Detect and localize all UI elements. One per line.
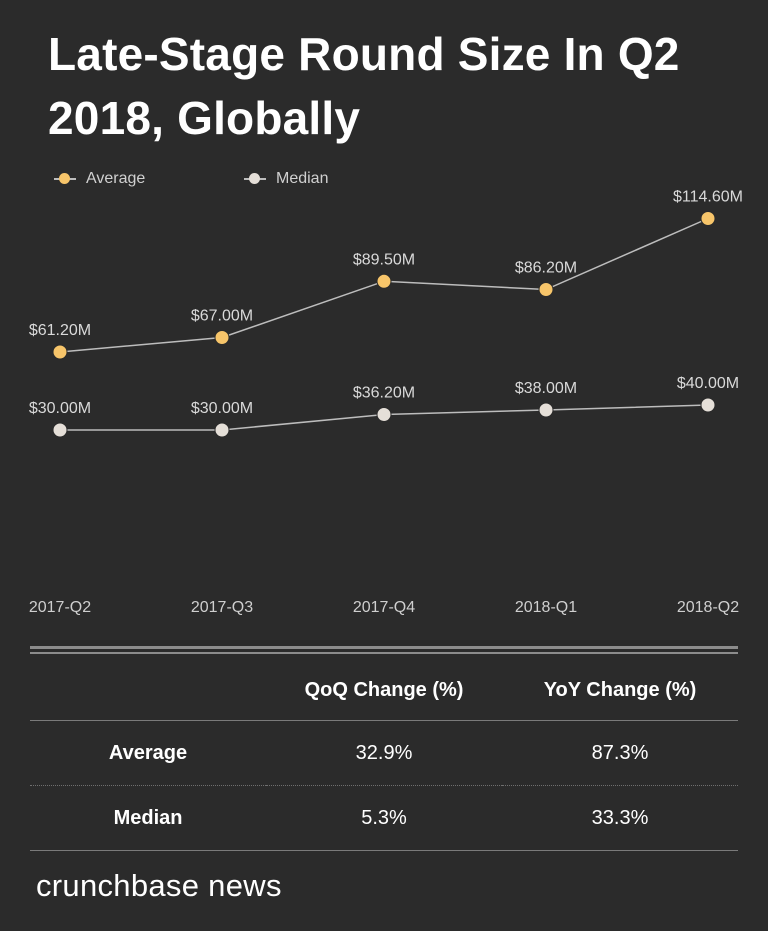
average-point-2017-q3 <box>214 330 230 345</box>
average-data-label: $89.50M <box>353 251 415 268</box>
x-tick-label: 2017-Q2 <box>29 599 91 616</box>
median-data-label: $36.20M <box>353 385 415 402</box>
table-row: Average 32.9% 87.3% <box>30 720 738 786</box>
median-point-2017-q2 <box>52 422 68 438</box>
table-header-row: QoQ Change (%) YoY Change (%) <box>30 660 738 721</box>
table-top-rule <box>30 646 738 654</box>
brand-logo: crunchbase news <box>36 868 282 903</box>
table-header-empty <box>30 660 267 721</box>
median-yoy-value: 33.3% <box>502 785 738 851</box>
average-point-2017-q4 <box>376 273 392 289</box>
x-tick-label: 2018-Q1 <box>515 599 577 616</box>
average-data-label: $114.60M <box>673 189 743 206</box>
average-yoy-value: 87.3% <box>502 720 738 786</box>
average-data-label: $86.20M <box>515 260 577 277</box>
average-point-2018-q1 <box>538 282 554 297</box>
chart-title: Late-Stage Round Size In Q2 2018, Global… <box>48 28 680 144</box>
legend-item-average[interactable]: Average <box>54 170 145 188</box>
legend-marker-median-icon <box>244 171 266 187</box>
legend-label-median: Median <box>276 170 329 187</box>
legend-item-median[interactable]: Median <box>244 170 328 188</box>
median-data-label: $38.00M <box>515 380 577 397</box>
average-point-2018-q2 <box>700 211 716 226</box>
table-header-yoy: YoY Change (%) <box>502 660 738 721</box>
median-qoq-value: 5.3% <box>266 785 502 851</box>
median-data-label: $30.00M <box>191 400 253 417</box>
average-data-label: $67.00M <box>191 308 253 325</box>
row-label-average: Average <box>30 720 267 786</box>
x-tick-label: 2018-Q2 <box>677 599 739 616</box>
legend-label-average: Average <box>86 170 146 187</box>
median-data-label: $40.00M <box>677 375 739 392</box>
median-point-2018-q1 <box>538 402 554 418</box>
median-point-2018-q2 <box>700 397 716 413</box>
table-header-qoq: QoQ Change (%) <box>266 660 502 721</box>
average-qoq-value: 32.9% <box>266 720 502 786</box>
median-point-2017-q3 <box>214 422 230 438</box>
x-tick-label: 2017-Q3 <box>191 599 253 616</box>
median-point-2017-q4 <box>376 407 392 422</box>
x-tick-label: 2017-Q4 <box>353 599 415 616</box>
table-row: Median 5.3% 33.3% <box>30 785 738 851</box>
average-data-label: $61.20M <box>29 322 91 339</box>
line-chart: $61.20M $67.00M $89.50M $86.20M $114.60M $30.… <box>29 189 743 617</box>
change-table: QoQ Change (%) YoY Change (%) Average 32… <box>30 660 738 851</box>
median-data-label: $30.00M <box>29 400 91 417</box>
average-point-2017-q2 <box>52 344 68 360</box>
legend-marker-average-icon <box>54 171 76 187</box>
row-label-median: Median <box>30 785 267 851</box>
